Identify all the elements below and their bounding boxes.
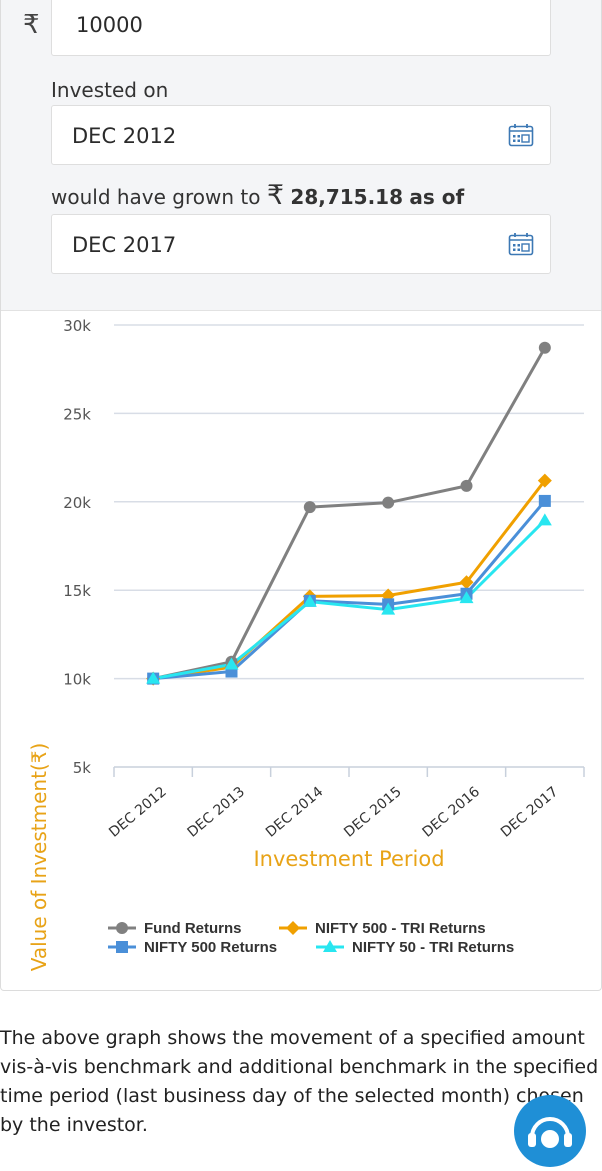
data-point <box>537 473 552 488</box>
data-point <box>382 496 395 509</box>
grown-suffix: as of <box>409 185 465 209</box>
data-point <box>538 341 551 354</box>
invested-on-date-field[interactable]: DEC 2012 <box>51 105 551 165</box>
data-point <box>459 575 474 590</box>
y-tick-label: 5k <box>73 759 92 777</box>
legend-marker <box>116 922 128 934</box>
x-axis-label: Investment Period <box>253 847 444 871</box>
x-tick-label: DEC 2016 <box>420 784 484 841</box>
legend-marker <box>286 921 300 935</box>
legend-marker <box>116 941 128 953</box>
chat-help-icon[interactable] <box>514 1095 586 1167</box>
chart-legend: Fund Returns NIFTY 500 - TRI Returns NIFTY… <box>108 920 514 956</box>
x-tick-label: DEC 2015 <box>341 784 405 841</box>
data-point <box>302 594 317 607</box>
calendar-icon[interactable] <box>508 123 534 147</box>
legend-entry[interactable]: NIFTY 500 - TRI Returns <box>315 920 486 937</box>
headset-icon <box>528 1117 572 1148</box>
data-point <box>460 479 473 492</box>
data-point <box>224 657 239 670</box>
y-tick-label: 20k <box>63 494 91 512</box>
amount-value: 10000 <box>76 13 143 37</box>
x-tick-label: DEC 2013 <box>185 784 249 841</box>
calculator-form: ₹ 10000 Invested on DEC 2012 would have … <box>1 0 601 311</box>
invested-on-value: DEC 2012 <box>72 124 177 148</box>
y-axis-label: Value of Investment(₹) <box>27 743 51 972</box>
legend-entry[interactable]: Fund Returns <box>144 920 242 937</box>
x-tick-label: DEC 2014 <box>263 784 327 841</box>
amount-input[interactable]: 10000 <box>51 0 551 56</box>
data-point <box>303 501 316 514</box>
rupee-icon: ₹ <box>23 10 40 40</box>
grown-prefix: would have grown to <box>51 185 261 209</box>
legend-entry[interactable]: NIFTY 50 - TRI Returns <box>352 939 514 956</box>
returns-calculator-card: ₹ 10000 Invested on DEC 2012 would have … <box>0 0 602 991</box>
calendar-icon[interactable] <box>508 232 534 256</box>
data-point <box>538 494 551 507</box>
legend-marker <box>323 940 337 952</box>
x-tick-label: DEC 2017 <box>498 784 562 841</box>
series-line-1 <box>152 479 547 681</box>
data-point <box>537 513 552 526</box>
grown-currency: ₹ <box>266 180 285 211</box>
legend-entry[interactable]: NIFTY 500 Returns <box>144 939 277 956</box>
as-of-date-field[interactable]: DEC 2017 <box>51 214 551 274</box>
y-tick-label: 25k <box>63 405 91 423</box>
y-tick-label: 10k <box>63 671 91 689</box>
y-tick-label: 15k <box>63 582 91 600</box>
y-tick-label: 30k <box>63 317 91 335</box>
x-tick-label: DEC 2012 <box>106 784 170 841</box>
invested-on-label: Invested on <box>51 78 169 102</box>
data-point <box>146 671 161 684</box>
graph-description: The above graph shows the movement of a … <box>0 1027 599 1136</box>
data-point <box>381 602 396 615</box>
grown-to-summary: would have grown to ₹ 28,715.18 as of <box>51 180 464 211</box>
grown-amount: 28,715.18 <box>290 185 404 209</box>
series-line-2 <box>153 499 546 681</box>
series-line-3 <box>152 519 546 681</box>
data-point <box>459 591 474 604</box>
series-line-0 <box>152 346 547 681</box>
data-point <box>381 588 396 603</box>
as-of-value: DEC 2017 <box>72 233 177 257</box>
